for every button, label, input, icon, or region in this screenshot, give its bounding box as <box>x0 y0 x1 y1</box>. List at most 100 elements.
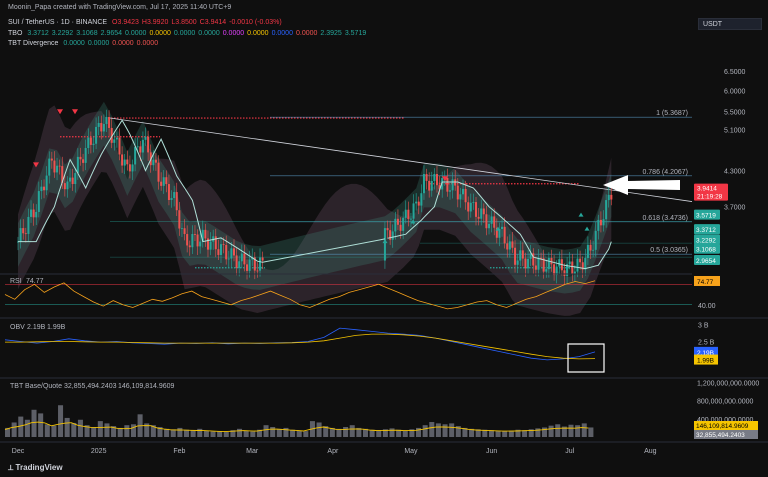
volume-bar <box>343 427 349 437</box>
volume-bar <box>449 423 455 437</box>
volume-bar <box>382 429 388 437</box>
candle-body <box>537 257 540 270</box>
candle-body <box>547 257 550 270</box>
candle-body <box>76 156 79 174</box>
ohlc-change: -0.0010 (-0.03%) <box>229 19 282 26</box>
symbol-name[interactable]: SUI / TetherUS · 1D · BINANCE <box>8 19 108 26</box>
volume-bar <box>217 431 223 437</box>
candle-body <box>58 165 61 167</box>
candle-body <box>589 244 592 251</box>
candle-body <box>386 228 389 231</box>
volume-bar <box>263 425 269 437</box>
tbt-label[interactable]: TBT Divergence <box>8 40 59 47</box>
currency-selector[interactable]: USDT <box>698 18 762 30</box>
tbo-value: 0.0000 <box>198 30 220 37</box>
obv-title: OBV <box>10 324 25 331</box>
volume-bar <box>362 428 369 437</box>
candle-body <box>170 198 173 201</box>
volume-value: 32,855,494.2403 <box>64 383 117 390</box>
candle-body <box>37 191 40 212</box>
rsi-line <box>4 280 596 310</box>
volume-bar <box>11 422 17 437</box>
candle-body <box>430 180 433 191</box>
volume-bar <box>422 425 428 437</box>
volume-bar <box>190 430 196 437</box>
rsi-badge <box>694 275 720 286</box>
volume-bar <box>183 429 190 437</box>
candle-body <box>71 177 74 185</box>
volume-bar <box>522 430 528 437</box>
ohlc-L: L3.8500 <box>171 19 197 26</box>
candle-body <box>459 194 462 200</box>
volume-bar <box>223 432 229 437</box>
x-tick-label: 2025 <box>91 448 107 455</box>
volume-bar <box>51 425 57 437</box>
candle-body <box>201 229 204 242</box>
volume-bar <box>104 423 110 437</box>
x-tick-label: Aug <box>644 448 657 455</box>
volume-bar <box>24 419 30 437</box>
candle-body <box>199 241 202 247</box>
candle-body <box>516 260 519 265</box>
candle-body <box>480 208 483 219</box>
buy-marker <box>410 219 416 224</box>
volume-bar <box>5 427 11 437</box>
candle-body <box>514 247 517 265</box>
candle-body <box>391 231 394 240</box>
volume-bar <box>164 428 170 437</box>
volume-bar <box>283 427 289 437</box>
volume-bar <box>124 425 130 437</box>
candle-body <box>225 245 228 260</box>
candle-body <box>248 259 251 271</box>
ohlc-H: H3.9920 <box>141 19 169 26</box>
candle-body <box>144 136 147 140</box>
candle-body <box>597 219 600 231</box>
candle-body <box>123 159 126 166</box>
candle-body <box>230 248 233 259</box>
volume-tick: 400,000,000.0000 <box>697 417 754 424</box>
tbo-value: 0.0000 <box>125 30 147 37</box>
volume-bar <box>429 422 435 437</box>
candle-body <box>493 216 496 228</box>
candle-body <box>246 264 249 271</box>
volume-bar <box>416 427 422 437</box>
obv-value: 2.19B <box>27 324 46 331</box>
price-badge <box>694 254 720 265</box>
candle-body <box>394 218 397 232</box>
price-badge-text: 3.1068 <box>696 247 716 254</box>
ohlc-values: O3.9423 H3.9920 L3.8500 C3.9414 -0.0010 (-0.… <box>112 19 285 26</box>
candle-body <box>186 234 189 246</box>
candle-body <box>407 209 410 219</box>
rsi-tick: 40.00 <box>698 303 716 310</box>
tbo-label[interactable]: TBO <box>8 30 23 37</box>
volume-bar <box>91 427 97 437</box>
candle-body <box>508 241 511 250</box>
volume-bar <box>203 430 209 437</box>
candle-body <box>206 238 209 250</box>
fib-label: 0.5 (3.0365) <box>650 247 688 254</box>
rsi-title: RSI <box>10 278 22 285</box>
volume-bar <box>117 427 123 437</box>
candle-body <box>128 164 131 172</box>
y-tick-label: 3.7000 <box>724 205 746 212</box>
volume-bar <box>508 430 514 437</box>
volume-bar <box>170 429 176 437</box>
volume-bar <box>144 423 150 437</box>
candle-body <box>256 270 259 272</box>
volume-bar <box>237 428 243 437</box>
tbo-value: 0.0000 <box>222 30 245 37</box>
candle-body <box>451 179 454 191</box>
volume-tick: 800,000,000.0000 <box>697 399 754 406</box>
candle-body <box>605 200 608 220</box>
tbo-legend: TBO 3.3712 3.2292 3.1068 2.9654 0.0000 0.0000… <box>8 30 372 37</box>
candle-body <box>553 264 556 276</box>
candle-body <box>485 214 488 229</box>
candle-body <box>89 137 92 145</box>
obv-tick: 2.5 B <box>698 339 715 346</box>
countdown: 21:19:28 <box>697 194 723 201</box>
volume-bar <box>64 417 70 437</box>
volume-bar <box>71 422 77 437</box>
candle-body <box>24 233 27 235</box>
y-tick-label: 6.5000 <box>724 69 746 76</box>
